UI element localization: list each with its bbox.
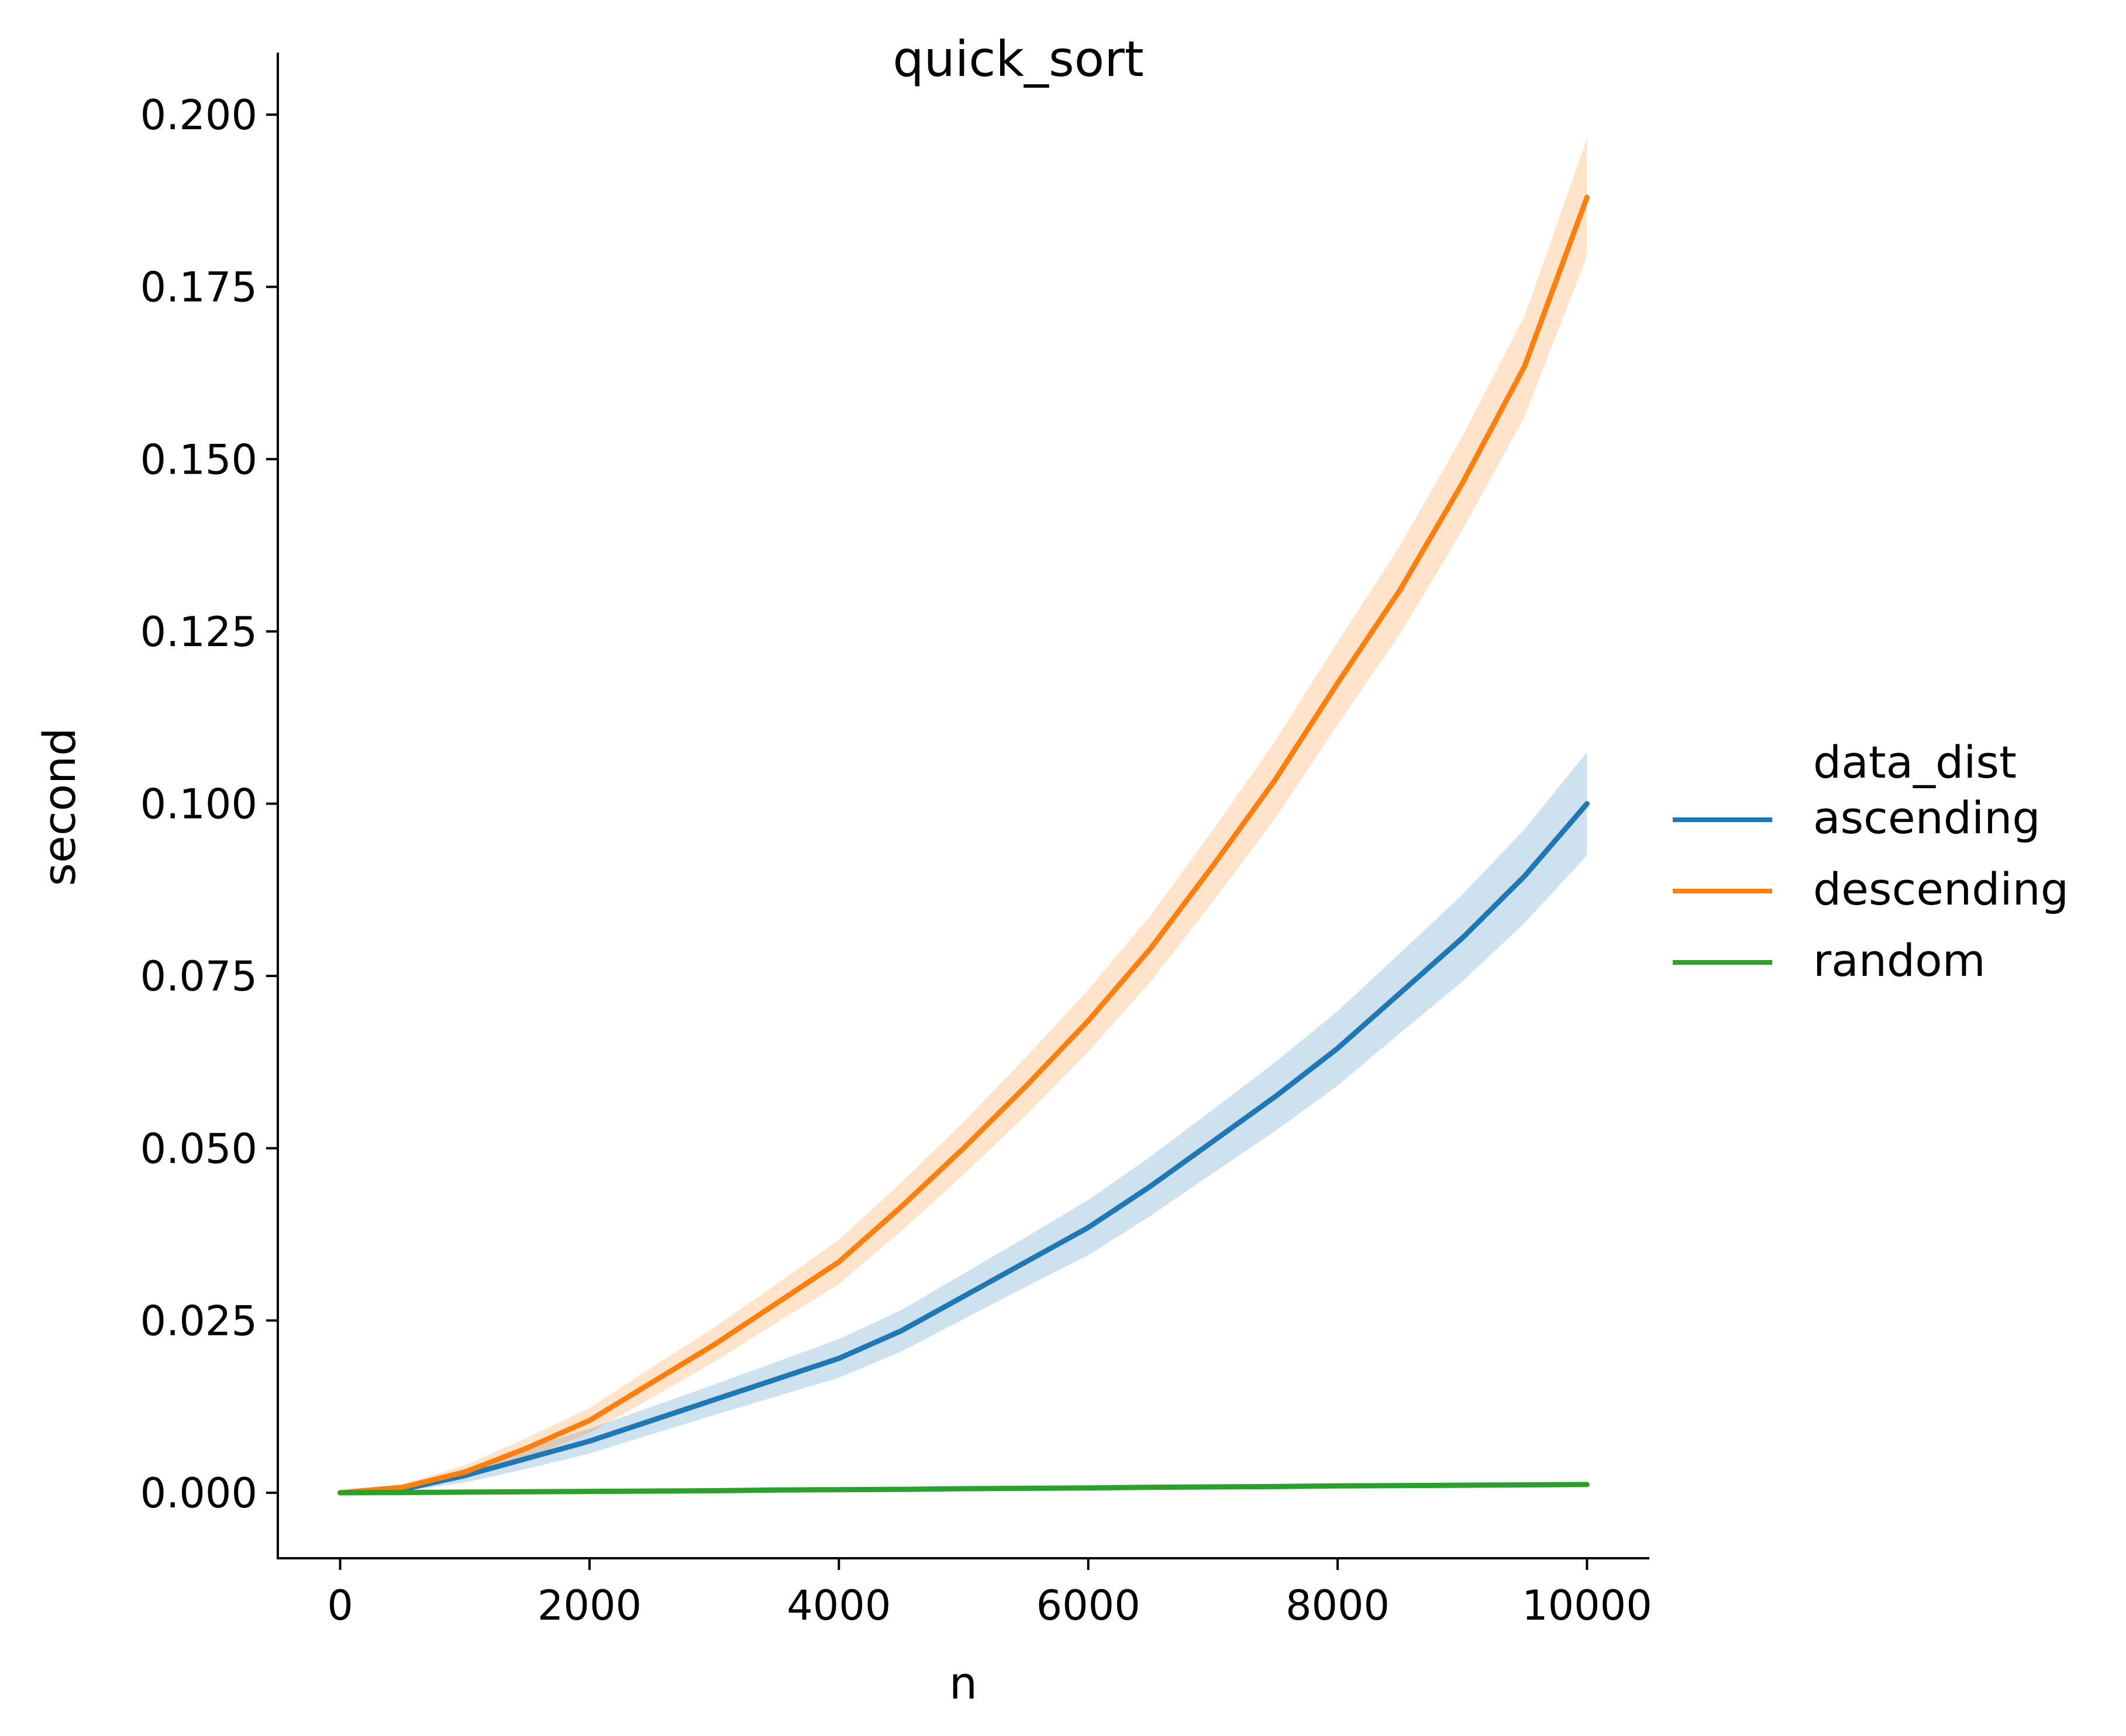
legend-label-ascending: ascending — [1813, 792, 2041, 844]
y-tick-label: 0.200 — [140, 91, 257, 139]
chart-title: quick_sort — [893, 30, 1143, 88]
line-descending — [337, 195, 1590, 1496]
legend-title: data_dist — [1813, 736, 2017, 788]
y-tick-label: 0.050 — [140, 1125, 257, 1173]
y-tick-label: 0.175 — [140, 264, 257, 312]
legend-items: ascending descending random — [1673, 792, 2069, 986]
y-ticks: 0.000 0.025 0.050 0.075 0.100 0.125 0.150 0.175… — [140, 91, 278, 1517]
x-tick-label: 0 — [327, 1582, 353, 1630]
axes — [277, 53, 1649, 1559]
x-tick-label: 8000 — [1286, 1582, 1390, 1630]
legend-label-descending: descending — [1813, 863, 2069, 915]
legend-label-random: random — [1813, 934, 1986, 986]
y-tick-label: 0.150 — [140, 436, 257, 484]
line-ascending — [337, 801, 1590, 1496]
y-tick-label: 0.000 — [140, 1469, 257, 1517]
x-axis-label: n — [949, 1657, 977, 1709]
series-lines — [337, 195, 1590, 1496]
legend: data_dist ascending descending random — [1673, 736, 2069, 986]
y-tick-label: 0.100 — [140, 781, 257, 829]
y-axis-label: second — [33, 727, 85, 886]
x-tick-label: 10000 — [1522, 1582, 1652, 1630]
y-tick-label: 0.075 — [140, 952, 257, 1000]
y-tick-label: 0.025 — [140, 1297, 257, 1345]
x-tick-label: 2000 — [537, 1582, 642, 1630]
x-tick-label: 6000 — [1036, 1582, 1140, 1630]
x-tick-label: 4000 — [787, 1582, 891, 1630]
y-tick-label: 0.125 — [140, 608, 257, 656]
line-random — [337, 1482, 1590, 1496]
x-ticks: 0 2000 4000 6000 8000 10000 — [327, 1558, 1652, 1630]
confidence-bands — [340, 139, 1587, 1493]
